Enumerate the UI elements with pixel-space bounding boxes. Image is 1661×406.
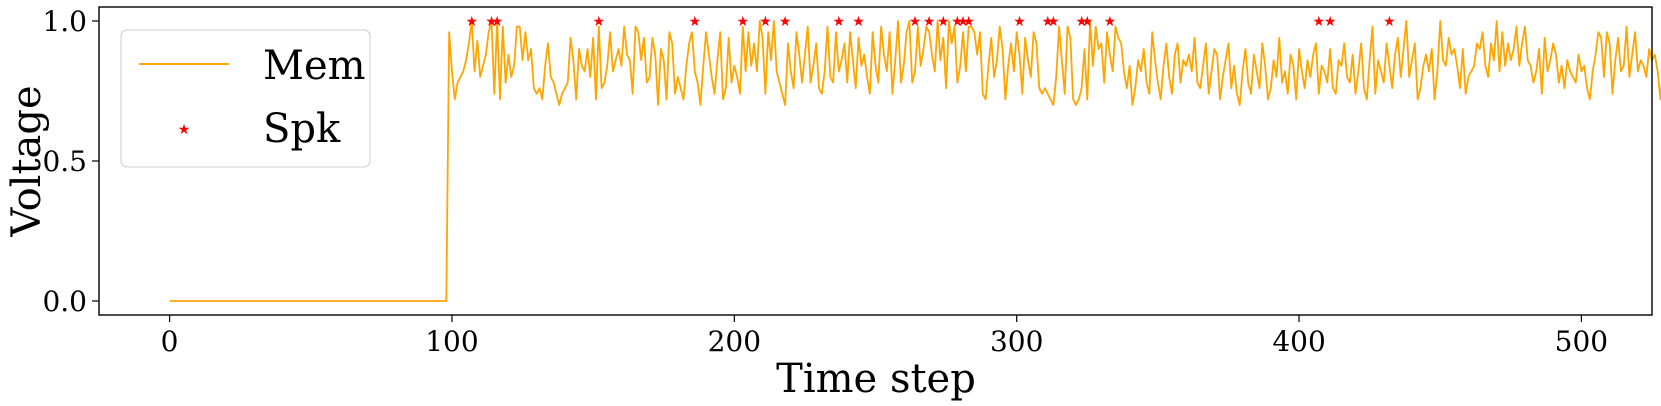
plot-area: ★ ★★ ★ ★ ★ ★ ★ ★ ★ ★ ★ ★ ★★★ ★ ★★ ★★ ★ ★★ ★ bbox=[169, 15, 1661, 302]
x-axis-label: Time step bbox=[776, 356, 976, 402]
x-axis-ticks: 0 100 200 300 400 500 bbox=[161, 315, 1608, 358]
spike-marker: ★ bbox=[923, 15, 936, 30]
spike-marker: ★ bbox=[737, 15, 750, 30]
x-tick-label: 400 bbox=[1272, 325, 1325, 358]
spike-marker: ★ bbox=[1075, 15, 1088, 30]
spike-marker: ★ bbox=[909, 15, 922, 30]
spike-marker: ★ bbox=[1041, 15, 1054, 30]
spike-marker: ★ bbox=[779, 15, 792, 30]
spike-marker: ★ bbox=[957, 15, 970, 30]
x-tick-label: 300 bbox=[990, 325, 1043, 358]
y-tick-label: 0.5 bbox=[42, 145, 87, 178]
legend-mem-label: Mem bbox=[263, 43, 366, 89]
spike-marker: ★ bbox=[1013, 15, 1026, 30]
y-axis-label: Voltage bbox=[4, 85, 50, 237]
spike-marker: ★ bbox=[1383, 15, 1396, 30]
mem-series-line bbox=[169, 20, 1661, 302]
spike-marker: ★ bbox=[1081, 15, 1094, 30]
spike-marker: ★ bbox=[833, 15, 846, 30]
legend-spk-label: Spk bbox=[263, 106, 341, 152]
spike-marker: ★ bbox=[1324, 15, 1337, 30]
spike-marker: ★ bbox=[759, 15, 772, 30]
x-tick-label: 100 bbox=[425, 325, 478, 358]
x-tick-label: 0 bbox=[161, 325, 179, 358]
spike-marker: ★ bbox=[485, 15, 498, 30]
spk-series-markers: ★ ★★ ★ ★ ★ ★ ★ ★ ★ ★ ★ ★ ★★★ ★ ★★ ★★ ★ ★★ ★ bbox=[465, 15, 1395, 30]
legend: Mem ★ Spk bbox=[120, 29, 371, 168]
y-tick-label: 1.0 bbox=[42, 5, 87, 38]
spike-marker: ★ bbox=[689, 15, 702, 30]
spike-marker: ★ bbox=[491, 15, 504, 30]
spike-marker: ★ bbox=[951, 15, 964, 30]
spike-marker: ★ bbox=[1104, 15, 1117, 30]
spike-marker: ★ bbox=[1047, 15, 1060, 30]
spike-marker: ★ bbox=[593, 15, 606, 30]
spike-marker: ★ bbox=[962, 15, 975, 30]
spike-marker: ★ bbox=[1313, 15, 1326, 30]
spike-marker: ★ bbox=[937, 15, 950, 30]
x-tick-label: 500 bbox=[1555, 325, 1608, 358]
y-tick-label: 0.0 bbox=[42, 285, 87, 318]
legend-spk-swatch: ★ bbox=[178, 123, 191, 138]
y-axis-ticks: 0.0 0.5 1.0 bbox=[42, 5, 99, 318]
x-tick-label: 200 bbox=[708, 325, 761, 358]
spike-marker: ★ bbox=[852, 15, 865, 30]
spike-marker: ★ bbox=[465, 15, 478, 30]
